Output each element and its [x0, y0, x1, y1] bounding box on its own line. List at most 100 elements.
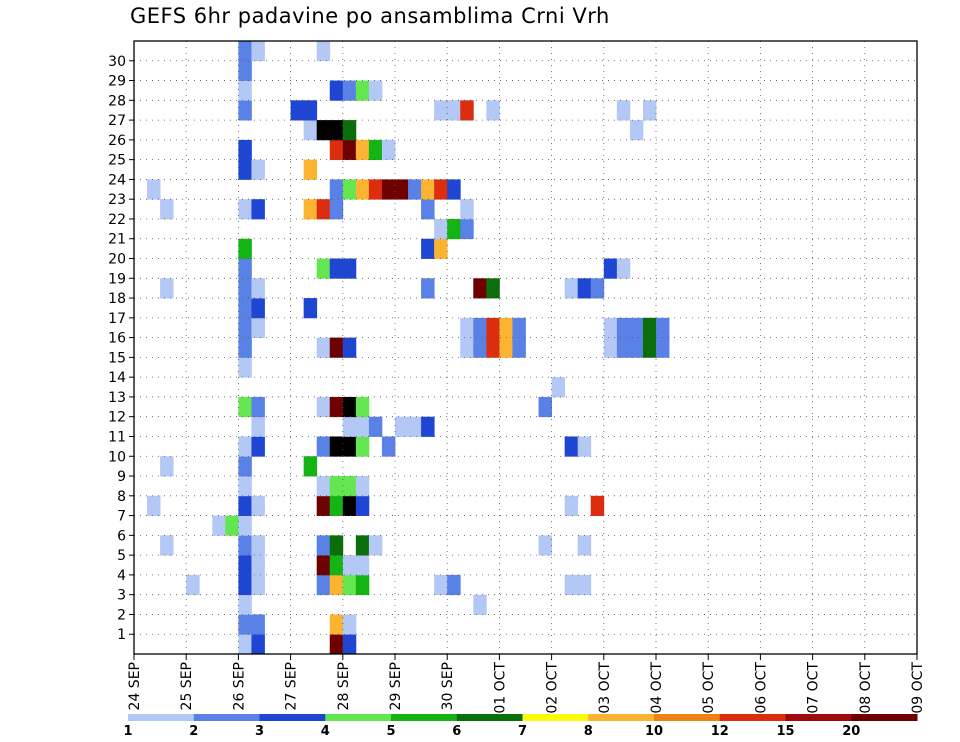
heatmap-cell [616, 258, 631, 279]
heatmap-cell [147, 495, 161, 516]
heatmap-cell [316, 495, 331, 516]
heatmap-cell [329, 139, 344, 161]
heatmap-cell [590, 495, 605, 516]
heatmap-cell [577, 278, 592, 299]
x-tick-label: 24 SEP [127, 662, 143, 710]
legend-label: 3 [255, 724, 264, 739]
heatmap-cell [421, 416, 435, 437]
heatmap-cell [251, 416, 265, 437]
heatmap-cell [251, 574, 265, 596]
legend-swatch [522, 714, 589, 721]
legend-label: 10 [645, 724, 663, 739]
heatmap-cell [238, 614, 252, 635]
heatmap-cell [473, 337, 487, 358]
heatmap-cell [460, 317, 474, 339]
heatmap-cell [342, 120, 357, 141]
x-tick-label: 09 OCT [910, 662, 926, 714]
heatmap-cell [251, 634, 265, 655]
heatmap-cell [303, 199, 318, 220]
heatmap-cell [434, 574, 448, 596]
y-tick-label: 3 [117, 588, 126, 604]
heatmap-cell [342, 337, 357, 358]
heatmap-cell [486, 278, 500, 299]
heatmap-cell [238, 41, 252, 62]
heatmap-cell [551, 377, 566, 398]
heatmap-cell [512, 317, 526, 339]
heatmap-cell [342, 416, 357, 437]
heatmap-cell [499, 337, 513, 358]
y-tick-label: 15 [108, 350, 126, 366]
heatmap-cell [355, 179, 370, 200]
heatmap-cell [577, 436, 592, 457]
legend-label: 5 [386, 724, 395, 739]
y-tick-label: 8 [117, 489, 126, 505]
y-tick-label: 13 [108, 390, 126, 406]
heatmap-cell [342, 396, 357, 418]
heatmap-cell [421, 238, 435, 259]
x-tick-label: 01 OCT [492, 662, 508, 714]
heatmap-cell [238, 535, 252, 556]
heatmap-cell [512, 337, 526, 358]
heatmap-cell [642, 337, 657, 358]
y-tick-label: 4 [117, 568, 126, 584]
heatmap-cell [447, 574, 461, 596]
heatmap-cell [577, 574, 592, 596]
heatmap-cell [368, 535, 383, 556]
heatmap-cell [616, 100, 631, 121]
y-tick-label: 7 [117, 509, 126, 525]
heatmap-cell [629, 337, 644, 358]
heatmap-cell [316, 337, 331, 358]
heatmap-cell [381, 139, 396, 161]
heatmap-cell [329, 120, 344, 141]
heatmap-cell [656, 317, 670, 339]
heatmap-cell [616, 317, 631, 339]
heatmap-cell [342, 179, 357, 200]
heatmap-cell [303, 120, 318, 141]
y-tick-label: 23 [108, 192, 126, 208]
heatmap-cell [460, 199, 474, 220]
heatmap-cell [603, 258, 618, 279]
heatmap-cell [629, 120, 644, 141]
heatmap-cell [355, 555, 370, 576]
heatmap-cell [460, 218, 474, 240]
y-tick-label: 24 [108, 172, 126, 188]
x-tick-label: 08 OCT [858, 662, 874, 714]
plot-frame [133, 40, 918, 655]
heatmap-cell [342, 139, 357, 161]
legend-label: 20 [842, 724, 860, 739]
y-tick-label: 6 [117, 528, 126, 544]
heatmap-cell [238, 456, 252, 477]
heatmap-cell [368, 80, 383, 101]
heatmap-cell [538, 396, 552, 418]
heatmap-cell [251, 535, 265, 556]
heatmap-cell [447, 100, 461, 121]
heatmap-cell [251, 317, 265, 339]
x-tick-label: 02 OCT [545, 662, 561, 714]
heatmap-cell [368, 179, 383, 200]
heatmap-cell [355, 476, 370, 497]
heatmap-cell [408, 179, 422, 200]
heatmap-cell [147, 179, 161, 200]
heatmap-cell [251, 495, 265, 516]
heatmap-cell [238, 278, 252, 299]
heatmap-cell [355, 495, 370, 516]
y-tick-label: 30 [108, 54, 126, 70]
heatmap-cell [251, 41, 265, 62]
y-tick-label: 2 [117, 607, 126, 623]
heatmap-cell [355, 80, 370, 101]
heatmap-cell [251, 159, 265, 180]
heatmap-cell [316, 436, 331, 457]
heatmap-cell [225, 515, 239, 536]
heatmap-cell [316, 535, 331, 556]
y-tick-label: 19 [108, 271, 126, 287]
heatmap-cell [486, 337, 500, 358]
heatmap-cell [251, 436, 265, 457]
x-tick-label: 29 SEP [388, 662, 404, 710]
y-tick-label: 12 [108, 410, 126, 426]
y-tick-label: 20 [108, 252, 126, 268]
heatmap-cell [434, 100, 448, 121]
heatmap-cell [160, 456, 174, 477]
heatmap-cell [616, 337, 631, 358]
heatmap-cell [238, 574, 252, 596]
